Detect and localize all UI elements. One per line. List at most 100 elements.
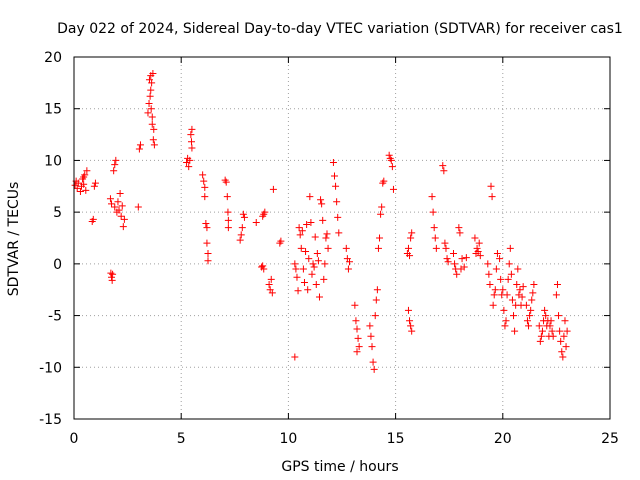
data-point	[134, 203, 142, 211]
data-point	[541, 306, 549, 314]
data-point	[237, 231, 245, 239]
data-point	[519, 283, 527, 291]
y-tick-label: -15	[39, 412, 62, 428]
data-point	[222, 178, 230, 186]
data-point	[203, 224, 211, 232]
data-point	[440, 167, 448, 175]
data-point	[552, 291, 560, 299]
data-point	[506, 244, 514, 252]
data-point	[460, 263, 468, 271]
data-point	[503, 291, 511, 299]
data-point	[147, 86, 155, 94]
x-tick-label: 5	[177, 431, 186, 447]
data-point	[355, 343, 363, 351]
data-point	[306, 193, 314, 201]
data-point	[203, 239, 211, 247]
data-point	[558, 348, 566, 356]
data-point	[187, 138, 195, 146]
data-point	[265, 281, 273, 289]
data-point	[307, 218, 315, 226]
data-point	[112, 156, 120, 164]
data-point	[333, 198, 341, 206]
data-point	[330, 172, 338, 180]
data-point	[449, 250, 457, 258]
data-point	[456, 229, 464, 237]
data-point	[514, 265, 522, 273]
data-point	[297, 244, 305, 252]
data-point	[455, 224, 463, 232]
data-point	[294, 287, 302, 295]
data-point	[120, 215, 128, 223]
data-point	[147, 105, 155, 113]
data-point	[106, 195, 114, 203]
data-point	[188, 125, 196, 133]
data-point	[500, 306, 508, 314]
data-point	[148, 120, 156, 128]
data-point	[442, 244, 450, 252]
data-point	[441, 239, 449, 247]
y-tick-label: 0	[53, 257, 62, 273]
data-point	[90, 182, 98, 190]
data-point	[432, 244, 440, 252]
data-point	[406, 317, 414, 325]
plot-frame	[73, 56, 611, 420]
data-point	[149, 70, 157, 78]
data-point	[150, 141, 158, 149]
data-point	[150, 125, 158, 133]
data-point	[309, 260, 317, 268]
data-point	[488, 193, 496, 201]
data-point	[443, 255, 451, 263]
data-point	[74, 179, 82, 187]
data-point	[563, 327, 571, 335]
data-point	[523, 317, 531, 325]
data-point	[148, 79, 156, 87]
data-point	[83, 167, 91, 175]
data-point	[387, 156, 395, 164]
data-point	[108, 200, 116, 208]
data-point	[505, 260, 513, 268]
data-point	[117, 212, 125, 220]
data-point	[119, 223, 127, 231]
data-point	[372, 296, 380, 304]
data-point	[493, 250, 501, 258]
data-point	[490, 291, 498, 299]
data-point	[557, 337, 565, 345]
data-point	[378, 203, 386, 211]
data-point	[351, 301, 359, 309]
data-point	[315, 293, 323, 301]
data-point	[496, 255, 504, 263]
data-point	[238, 224, 246, 232]
data-point	[462, 254, 470, 262]
y-tick-label: -10	[39, 360, 62, 376]
data-point	[556, 327, 564, 335]
data-point	[291, 260, 299, 268]
data-point	[389, 185, 397, 193]
data-point	[352, 317, 360, 325]
data-point	[224, 208, 232, 216]
data-point	[76, 187, 84, 195]
data-point	[188, 144, 196, 152]
data-point	[299, 265, 307, 273]
y-tick-label: -5	[48, 309, 62, 325]
data-point	[408, 327, 416, 335]
data-point	[261, 208, 269, 216]
data-point	[501, 322, 509, 330]
data-point	[366, 322, 374, 330]
data-point	[528, 296, 536, 304]
data-point	[334, 213, 342, 221]
data-point	[489, 301, 497, 309]
x-axis-title: GPS time / hours	[281, 459, 398, 475]
data-point	[116, 190, 124, 198]
data-point	[185, 163, 193, 171]
data-point	[80, 173, 88, 181]
data-point	[292, 265, 300, 273]
data-point	[562, 343, 570, 351]
y-axis-title: SDTVAR / TECUs	[6, 182, 22, 297]
data-point	[342, 244, 350, 252]
data-point	[516, 286, 524, 294]
data-point	[108, 273, 116, 281]
data-point	[144, 109, 152, 117]
x-tick-label: 0	[70, 431, 79, 447]
data-point	[507, 270, 515, 278]
data-point	[385, 151, 393, 159]
